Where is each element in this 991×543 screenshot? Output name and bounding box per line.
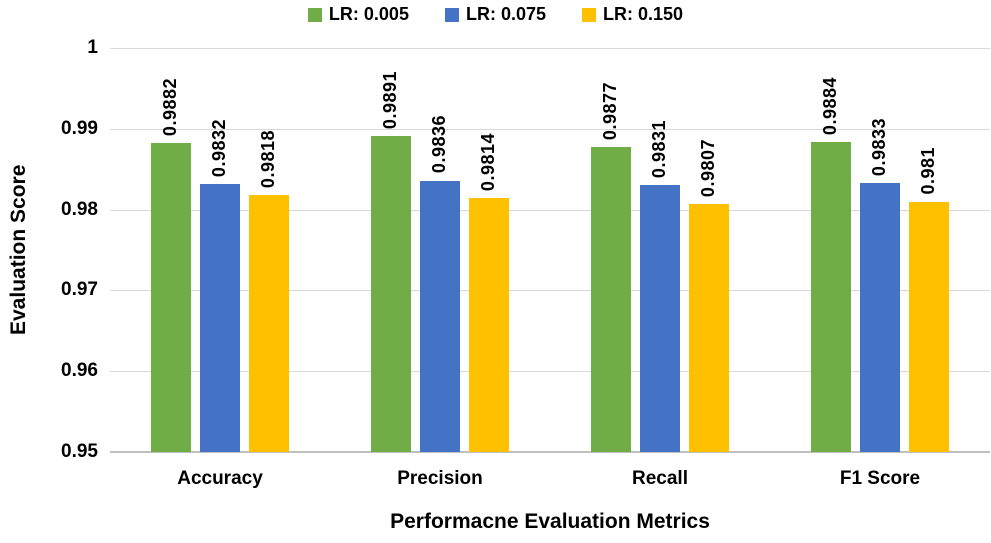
legend-item: LR: 0.075 (444, 4, 547, 25)
bar-precision-series-1 (420, 180, 460, 452)
bar-value-label: 0.9818 (258, 130, 278, 189)
bar-f1-score-series-0 (811, 141, 851, 452)
bar-value-label: 0.9884 (820, 76, 840, 135)
y-tick-label: 0.95 (61, 441, 98, 462)
gridline (110, 209, 990, 211)
bar-value-label: 0.9831 (649, 119, 669, 178)
legend-label: LR: 0.075 (465, 4, 547, 24)
legend-swatch-icon (582, 7, 597, 22)
legend-label: LR: 0.005 (328, 4, 409, 24)
bar-value-label: 0.9891 (380, 71, 400, 130)
legend-label: LR: 0.150 (603, 4, 684, 24)
bar-value-label: 0.9814 (478, 133, 498, 192)
bar-accuracy-series-1 (200, 183, 240, 452)
bar-f1-score-series-2 (909, 201, 949, 452)
category-label-accuracy: Accuracy (177, 468, 263, 489)
y-tick-label: 0.99 (61, 117, 98, 139)
bar-value-label: 0.9836 (429, 115, 449, 174)
bar-recall-series-2 (689, 203, 729, 452)
bar-value-label: 0.9807 (698, 138, 718, 197)
bar-value-label: 0.9832 (209, 118, 229, 177)
bar-value-label: 0.981 (918, 146, 938, 195)
y-axis-title: Evaluation Score (7, 164, 30, 336)
legend-item: LR: 0.005 (307, 4, 409, 25)
legend-item: LR: 0.150 (582, 4, 683, 25)
y-tick-label: 1 (87, 37, 98, 58)
bar-value-label: 0.9882 (160, 78, 180, 137)
category-label-recall: Recall (632, 468, 688, 489)
y-tick-label: 0.96 (61, 360, 98, 382)
gridline (110, 128, 990, 130)
bar-recall-series-1 (640, 184, 680, 452)
gridline (110, 48, 990, 49)
legend-swatch-icon (307, 7, 322, 22)
gridline (110, 371, 990, 373)
bar-recall-series-0 (591, 147, 631, 452)
bar-precision-series-0 (371, 136, 411, 452)
bar-value-label: 0.9833 (869, 117, 889, 176)
category-label-f1-score: F1 Score (839, 468, 921, 489)
bar-accuracy-series-0 (151, 143, 191, 452)
legend-swatch-icon (444, 7, 459, 22)
bar-value-label: 0.9877 (600, 82, 620, 141)
chart-legend: LR: 0.005 LR: 0.075 LR: 0.150 (0, 4, 991, 25)
y-tick-label: 0.98 (61, 198, 98, 220)
x-axis-line (110, 451, 990, 453)
bar-precision-series-2 (469, 198, 509, 452)
category-label-precision: Precision (397, 468, 483, 489)
gridline (110, 290, 990, 292)
bar-accuracy-series-2 (249, 195, 289, 452)
bar-f1-score-series-1 (860, 182, 900, 452)
x-axis-title: Performacne Evaluation Metrics (390, 510, 710, 533)
y-tick-label: 0.97 (61, 279, 98, 301)
